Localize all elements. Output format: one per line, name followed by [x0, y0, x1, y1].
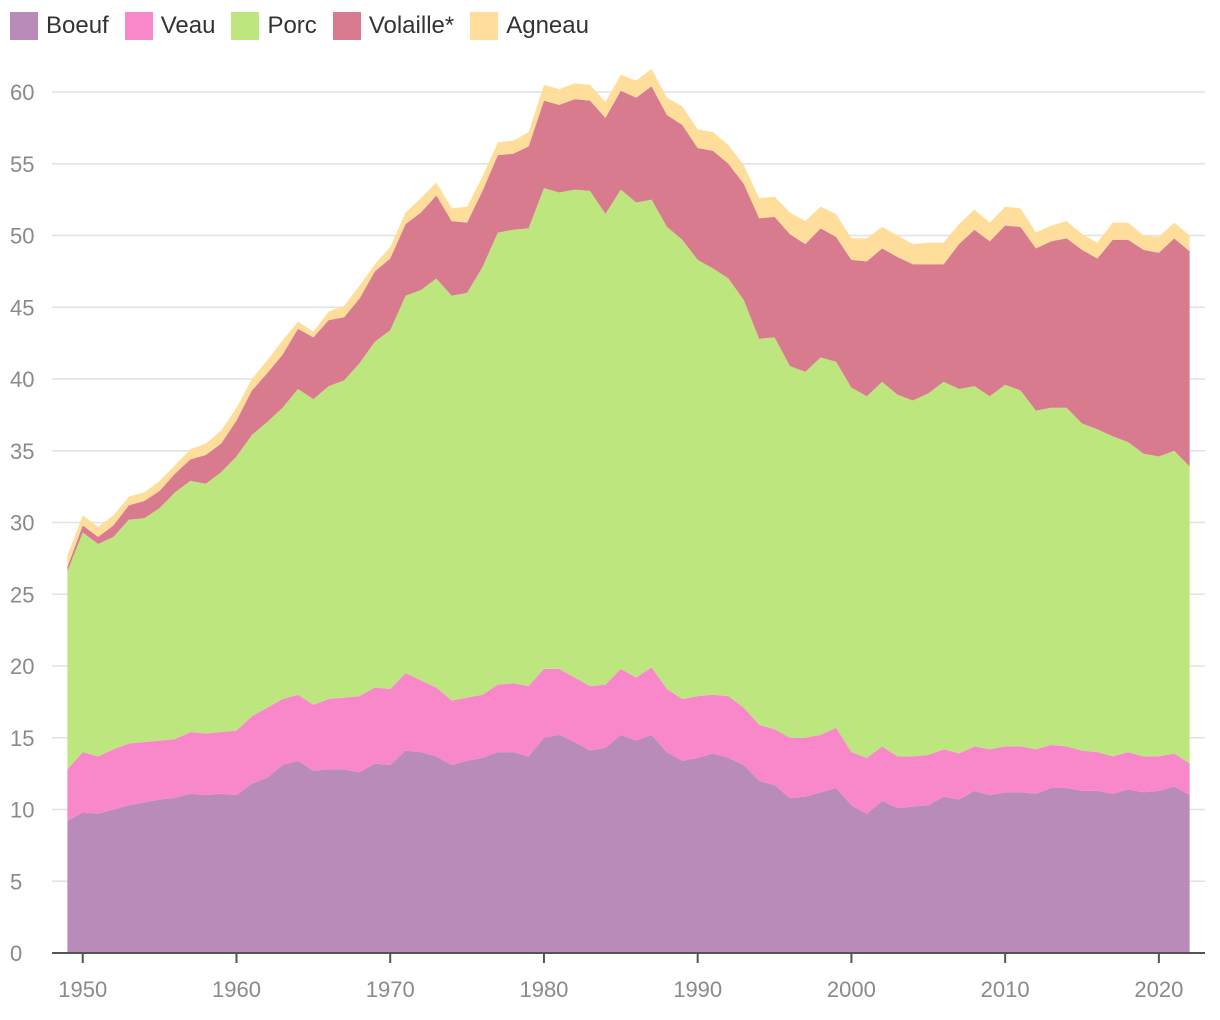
area-series-boeuf[interactable] — [67, 734, 1190, 953]
legend-swatch-agneau — [470, 12, 499, 40]
y-tick-label: 5 — [10, 869, 22, 894]
legend-swatch-boeuf — [10, 12, 38, 40]
y-tick-label: 35 — [10, 439, 34, 464]
legend-swatch-porc — [231, 12, 260, 40]
legend-item-porc[interactable]: Porc — [231, 12, 317, 40]
y-tick-label: 15 — [10, 726, 34, 751]
y-tick-label: 60 — [10, 80, 34, 105]
legend-label-porc: Porc — [267, 12, 317, 39]
y-tick-label: 40 — [10, 367, 34, 392]
area-series-porc[interactable] — [67, 188, 1190, 770]
y-tick-label: 30 — [10, 511, 34, 536]
legend-item-agneau[interactable]: Agneau — [470, 12, 589, 40]
legend-item-veau[interactable]: Veau — [124, 12, 216, 40]
legend-item-volaille[interactable]: Volaille* — [332, 12, 455, 40]
y-tick-label: 55 — [10, 152, 34, 177]
legend-swatch-veau — [124, 12, 153, 40]
y-tick-label: 45 — [10, 295, 34, 320]
y-tick-label: 10 — [10, 798, 34, 823]
x-tick-label: 1960 — [212, 977, 261, 1002]
x-tick-label: 1970 — [366, 977, 415, 1002]
y-tick-label: 0 — [10, 941, 22, 966]
legend-label-agneau: Agneau — [506, 12, 589, 39]
x-tick-label: 2010 — [981, 977, 1030, 1002]
x-tick-label: 2020 — [1134, 977, 1183, 1002]
area-series-veau[interactable] — [67, 667, 1190, 821]
y-tick-label: 25 — [10, 582, 34, 607]
x-tick-label: 1990 — [673, 977, 722, 1002]
axis-layer: 0 5 10 15 20 25 30 35 40 45 50 55 60 1950 1960 1970 1980… — [10, 80, 1205, 1002]
y-tick-label: 50 — [10, 224, 34, 249]
x-tick-label: 1980 — [519, 977, 568, 1002]
x-tick-label: 1950 — [58, 977, 107, 1002]
legend-item-boeuf[interactable]: Boeuf — [10, 12, 109, 40]
legend-swatch-volaille — [332, 12, 361, 40]
area-layer — [67, 69, 1190, 953]
y-tick-label: 20 — [10, 654, 34, 679]
x-tick-label: 2000 — [827, 977, 876, 1002]
legend-label-volaille: Volaille* — [368, 12, 455, 39]
chart-legend: Boeuf Veau Porc Volaille* Agneau — [10, 12, 605, 40]
legend-label-boeuf: Boeuf — [46, 12, 109, 39]
legend-label-veau: Veau — [160, 12, 216, 39]
area-series-volaille[interactable] — [67, 86, 1190, 572]
